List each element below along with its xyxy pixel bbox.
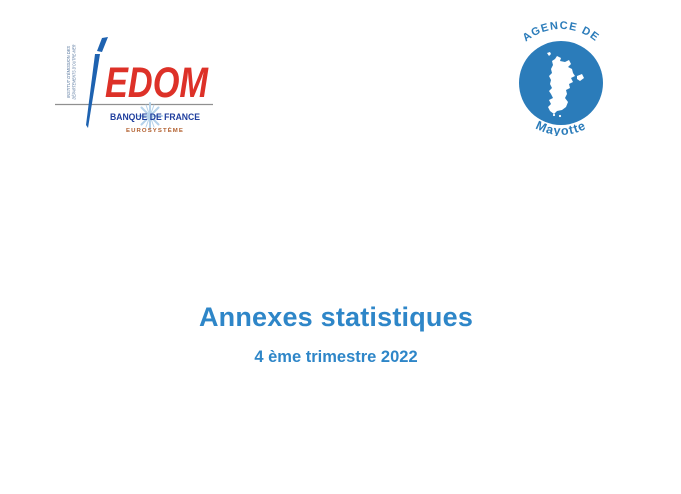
- title-block: Annexes statistiques 4 ème trimestre 202…: [0, 302, 672, 367]
- iedom-institute-name: INSTITUT D'ÉMISSION DES DÉPARTEMENTS D'O…: [65, 44, 78, 99]
- iedom-i-stem: [86, 54, 100, 128]
- banque-de-france-star-icon: [137, 102, 163, 130]
- iedom-logo: INSTITUT D'ÉMISSION DES DÉPARTEMENTS D'O…: [55, 37, 213, 134]
- agence-mayotte-logo: AGENCE DE Mayotte: [519, 20, 603, 136]
- agency-arc-top-label: AGENCE DE: [521, 20, 602, 44]
- mayotte-island-icon: [547, 52, 584, 118]
- page-title: Annexes statistiques: [198, 302, 474, 332]
- banque-de-france-label: BANQUE DE FRANCE: [110, 112, 200, 123]
- iedom-i-dot: [97, 37, 108, 52]
- agency-arc-bottom-label: Mayotte: [534, 118, 589, 136]
- iedom-wordmark: EDOM: [105, 59, 209, 107]
- iedom-institute-line2: DÉPARTEMENTS D'OUTRE-MER: [71, 44, 78, 99]
- eurosystem-label: EUROSYSTÈME: [126, 126, 184, 134]
- page-subtitle: 4 ème trimestre 2022: [254, 348, 418, 366]
- iedom-institute-line1: INSTITUT D'ÉMISSION DES: [65, 45, 72, 98]
